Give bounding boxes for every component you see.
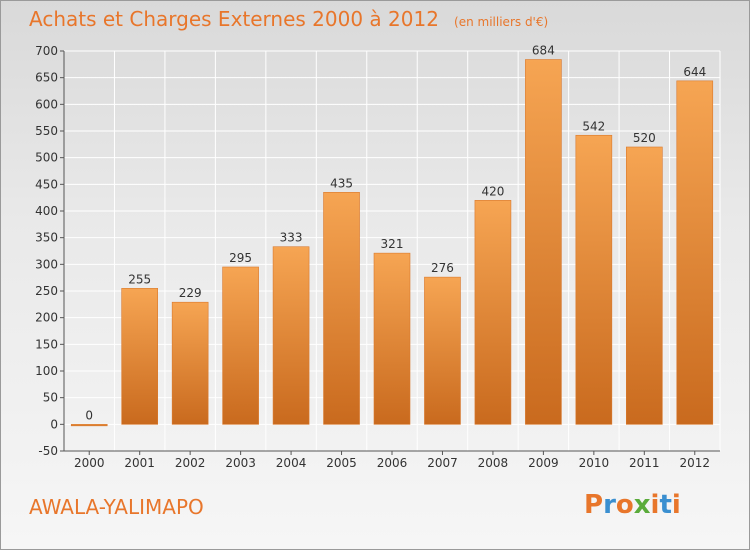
y-tick-label: 400 bbox=[35, 204, 58, 218]
logo-letter: r bbox=[603, 490, 616, 520]
logo-letter: x bbox=[633, 490, 651, 520]
chart-title: Achats et Charges Externes 2000 à 2012 bbox=[29, 7, 439, 31]
y-tick-label: 250 bbox=[35, 284, 58, 298]
y-tick-label: 500 bbox=[35, 151, 58, 165]
bar bbox=[474, 200, 512, 425]
chart-header: Achats et Charges Externes 2000 à 2012 (… bbox=[29, 7, 548, 31]
bar bbox=[373, 252, 411, 425]
bar bbox=[525, 59, 562, 425]
x-tick-label: 2006 bbox=[377, 456, 408, 470]
place-name: AWALA-YALIMAPO bbox=[29, 495, 204, 519]
y-tick-label: 450 bbox=[35, 177, 58, 191]
x-tick-label: 2003 bbox=[225, 456, 256, 470]
x-tick-label: 2005 bbox=[326, 456, 357, 470]
data-labels: 0 255 229 295 333 435 321 276 420 684 542 520 644 bbox=[85, 44, 706, 423]
y-tick-label: 700 bbox=[35, 44, 58, 58]
x-tick-label: 2011 bbox=[629, 456, 660, 470]
x-tick-label: 2008 bbox=[478, 456, 509, 470]
bar bbox=[121, 288, 158, 425]
data-label: 276 bbox=[431, 261, 454, 275]
bar bbox=[575, 134, 613, 425]
x-tick-label: 2000 bbox=[74, 456, 105, 470]
data-label: 0 bbox=[85, 408, 93, 422]
bar bbox=[626, 146, 663, 425]
data-label: 542 bbox=[582, 119, 605, 133]
chart-unit: (en milliers d'€) bbox=[454, 15, 549, 29]
bar bbox=[272, 246, 310, 425]
data-label: 229 bbox=[179, 286, 202, 300]
x-tick-label: 2001 bbox=[124, 456, 155, 470]
x-tick-label: 2007 bbox=[427, 456, 458, 470]
bar bbox=[70, 424, 108, 427]
x-tick-label: 2012 bbox=[679, 456, 710, 470]
bar bbox=[424, 276, 461, 425]
axes: -50 0 50 100 150 200 250 300 350 400 450 500 550 600 6… bbox=[35, 44, 720, 470]
x-tick-label: 2002 bbox=[175, 456, 206, 470]
logo-letter: P bbox=[584, 490, 604, 520]
data-label: 684 bbox=[532, 44, 555, 58]
data-label: 321 bbox=[381, 237, 404, 251]
y-tick-label: 200 bbox=[35, 311, 58, 325]
x-tick-label: 2009 bbox=[528, 456, 559, 470]
logo-letter: i bbox=[650, 490, 660, 520]
y-tick-label: 650 bbox=[35, 71, 58, 85]
y-tick-label: 0 bbox=[50, 417, 58, 431]
y-tick-label: 550 bbox=[35, 124, 58, 138]
y-tick-label: 50 bbox=[43, 391, 58, 405]
bars bbox=[70, 59, 714, 427]
y-tick-label: 150 bbox=[35, 337, 58, 351]
data-label: 644 bbox=[683, 65, 706, 79]
data-label: 435 bbox=[330, 176, 353, 190]
bar bbox=[323, 192, 360, 425]
y-tick-label: 350 bbox=[35, 231, 58, 245]
bar bbox=[676, 80, 714, 425]
data-label: 420 bbox=[481, 184, 504, 198]
data-label: 520 bbox=[633, 131, 656, 145]
data-label: 255 bbox=[128, 272, 151, 286]
logo-letter: t bbox=[659, 490, 672, 520]
data-label: 333 bbox=[280, 231, 303, 245]
x-tick-label: 2004 bbox=[276, 456, 307, 470]
logo-letter: o bbox=[615, 490, 634, 520]
y-tick-label: 600 bbox=[35, 97, 58, 111]
data-label: 295 bbox=[229, 251, 252, 265]
y-tick-label: 100 bbox=[35, 364, 58, 378]
y-tick-label: -50 bbox=[38, 444, 58, 458]
proxiti-logo[interactable]: Proxiti bbox=[584, 490, 681, 520]
y-tick-label: 300 bbox=[35, 257, 58, 271]
logo-letter: i bbox=[671, 490, 681, 520]
bar bbox=[171, 301, 209, 425]
bar bbox=[222, 266, 259, 425]
x-tick-label: 2010 bbox=[579, 456, 610, 470]
